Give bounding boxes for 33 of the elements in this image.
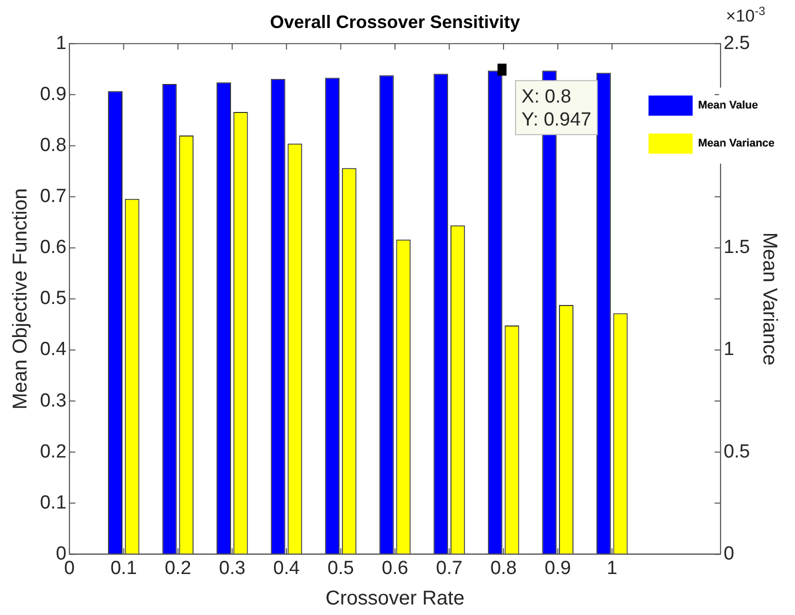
legend-label: Mean Value xyxy=(698,100,758,112)
y2-tick-label: 1.5 xyxy=(724,237,750,258)
legend-label: Mean Variance xyxy=(698,138,775,150)
x-tick-label: 0.8 xyxy=(490,558,517,579)
y-tick-label: 0.7 xyxy=(40,186,66,208)
y2-tick-label: 1 xyxy=(724,339,734,360)
y2-axis-title: Mean Variance xyxy=(758,232,780,366)
x-tick-label: 0.1 xyxy=(110,558,137,579)
y-axis-title: Mean Objective Function xyxy=(10,188,32,410)
y-tick-label: 0.9 xyxy=(40,84,66,105)
x-tick-label: 0.3 xyxy=(218,558,246,579)
x-tick-label: 0.2 xyxy=(164,558,192,579)
y-tick-label: 0.8 xyxy=(40,134,66,156)
x-tick-label: 0.5 xyxy=(328,558,354,579)
x-tick-label: 0.7 xyxy=(436,558,462,579)
y-tick-label: 1 xyxy=(56,32,66,54)
y2-tick-label: 2.5 xyxy=(724,32,750,54)
x-tick-label: 0.9 xyxy=(544,558,572,579)
x-tick-label: 1 xyxy=(606,558,618,579)
x-axis-title: Crossover Rate xyxy=(326,588,464,610)
chart-title: Overall Crossover Sensitivity xyxy=(270,12,520,32)
annotation: X: 0.8 Y: 0.947 xyxy=(522,86,592,131)
x-tick-label: 0.4 xyxy=(273,558,300,579)
y-tick-label: 0.6 xyxy=(40,237,66,258)
y-tick-label: 0.2 xyxy=(40,441,66,462)
y-tick-label: 0.1 xyxy=(40,492,66,514)
y-tick-label: 0 xyxy=(56,543,66,564)
y-tick-label: 0.3 xyxy=(40,390,66,412)
y-tick-label: 0.4 xyxy=(40,339,67,360)
y-tick-label: 0.5 xyxy=(40,288,66,310)
y2-tick-label: 0 xyxy=(724,543,734,564)
y2-tick-label: 0.5 xyxy=(724,441,750,462)
x-tick-label: 0.6 xyxy=(382,558,408,579)
